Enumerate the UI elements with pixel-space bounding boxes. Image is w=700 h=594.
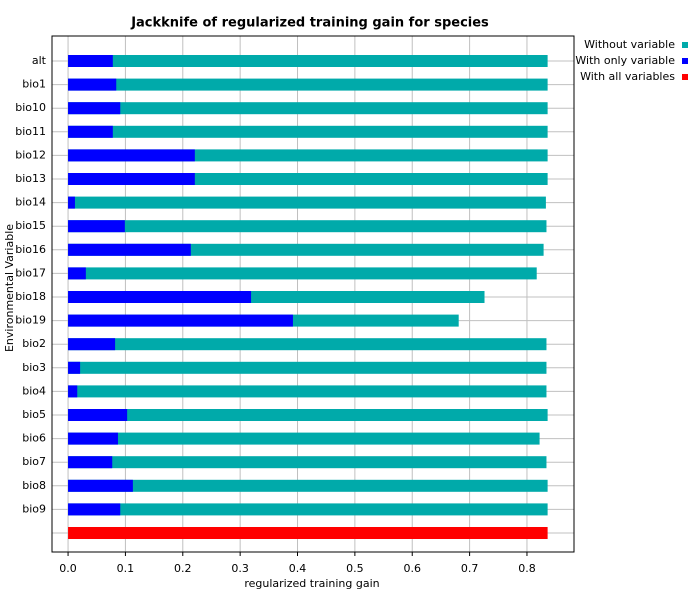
bar: [68, 220, 125, 233]
bar: [68, 409, 128, 421]
y-tick-label: bio10: [15, 101, 46, 114]
x-tick-label: 0.5: [346, 562, 364, 575]
bar: [68, 456, 547, 469]
y-tick-label: bio13: [15, 172, 46, 185]
bar: [68, 102, 121, 115]
x-tick-label: 0.6: [403, 562, 421, 575]
x-axis-label: regularized training gain: [244, 577, 379, 590]
bar: [68, 78, 117, 91]
chart-title: Jackknife of regularized training gain f…: [130, 16, 489, 31]
bar: [68, 338, 116, 351]
bar: [68, 432, 118, 445]
legend-swatch: [682, 42, 688, 48]
bar: [68, 196, 546, 209]
x-tick-label: 0.7: [461, 562, 479, 575]
y-tick-label: bio14: [15, 196, 46, 209]
bar: [68, 361, 81, 374]
y-tick-label: bio8: [22, 479, 46, 492]
y-tick-label: bio19: [15, 314, 46, 327]
bar: [68, 338, 547, 351]
y-tick-label: bio7: [22, 455, 46, 468]
x-tick-label: 0.3: [231, 562, 249, 575]
plot-border: [51, 35, 575, 553]
bar: [68, 267, 537, 280]
bar: [68, 503, 548, 516]
y-tick-label: bio15: [15, 219, 46, 232]
y-tick-label: bio11: [15, 125, 46, 138]
y-tick-label: bio9: [22, 502, 46, 515]
bar: [68, 361, 547, 374]
bar: [68, 55, 548, 67]
legend-label: Without variable: [584, 38, 675, 51]
bar: [68, 385, 547, 398]
x-tick-label: 0.8: [518, 562, 536, 575]
legend-swatch: [682, 58, 688, 64]
legend-label: With all variables: [580, 70, 675, 83]
y-tick-label: bio16: [15, 243, 46, 256]
bar: [68, 456, 113, 469]
bar: [68, 409, 548, 421]
bar: [68, 291, 252, 303]
bar: [68, 385, 78, 398]
legend-swatch: [682, 74, 688, 80]
bar: [68, 527, 548, 539]
y-tick-label: bio5: [22, 408, 46, 421]
y-axis-label: Environmental Variable: [3, 224, 16, 352]
bar: [68, 102, 548, 115]
bar: [68, 149, 195, 162]
bar: [68, 314, 293, 327]
legend-label: With only variable: [575, 54, 675, 67]
y-tick-label: bio18: [15, 290, 46, 303]
bar: [68, 267, 86, 280]
y-tick-label: alt: [32, 54, 47, 67]
bar: [68, 78, 548, 91]
bar: [68, 479, 548, 492]
x-tick-label: 0.2: [174, 562, 192, 575]
x-tick-label: 0.4: [289, 562, 307, 575]
y-tick-label: bio1: [22, 78, 46, 91]
bar: [68, 173, 195, 185]
y-tick-label: bio4: [22, 384, 46, 397]
y-tick-label: bio6: [22, 432, 46, 445]
bar: [68, 125, 113, 138]
x-tick-label: 0.1: [117, 562, 135, 575]
y-tick-label: bio2: [22, 337, 46, 350]
bar: [68, 432, 540, 445]
bar: [68, 479, 133, 492]
y-tick-label: bio3: [22, 361, 46, 374]
bar: [68, 220, 547, 233]
bar: [68, 243, 191, 256]
bar: [68, 503, 121, 516]
bar: [68, 196, 75, 209]
bar: [68, 55, 113, 67]
bar: [68, 125, 548, 138]
x-tick-label: 0.0: [59, 562, 77, 575]
y-tick-label: bio17: [15, 266, 46, 279]
y-tick-label: bio12: [15, 148, 46, 161]
